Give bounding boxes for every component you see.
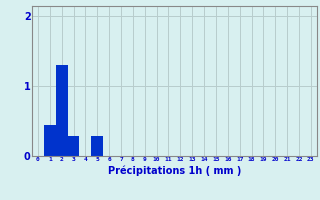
Bar: [91, 136, 103, 156]
Bar: [68, 136, 79, 156]
X-axis label: Précipitations 1h ( mm ): Précipitations 1h ( mm ): [108, 165, 241, 176]
Bar: [56, 65, 68, 156]
Bar: [44, 125, 56, 156]
